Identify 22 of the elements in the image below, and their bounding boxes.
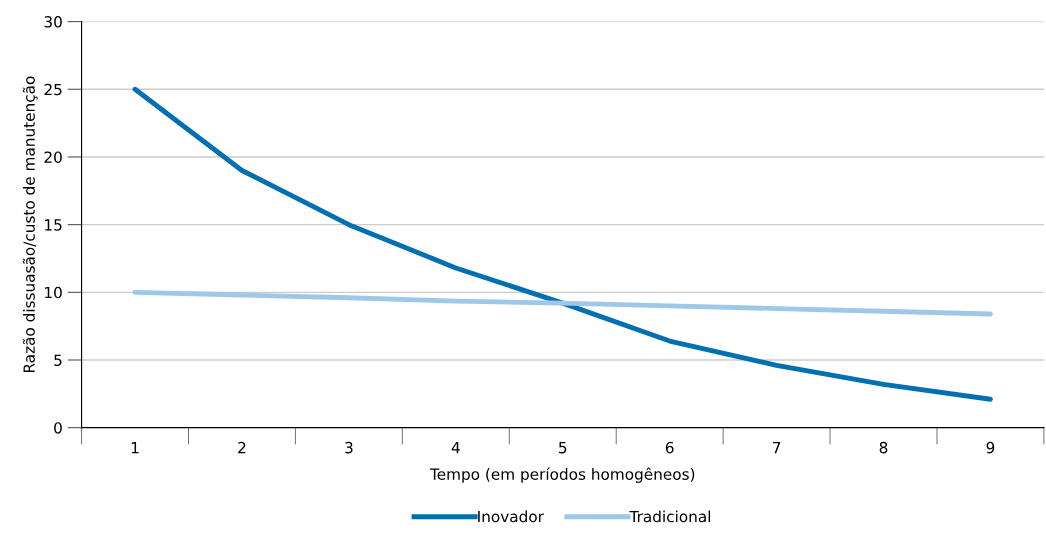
legend-label: Tradicional	[629, 510, 711, 523]
y-tick-label: 15	[45, 219, 62, 231]
y-tick-label: 20	[44, 151, 62, 163]
y-tick-label: 10	[45, 286, 62, 299]
line-series	[132, 86, 993, 402]
y-tick-label: 0	[54, 422, 62, 434]
x-tick-label: 5	[559, 442, 567, 454]
y-tick-label: 25	[44, 83, 62, 96]
x-tick-label: 3	[345, 441, 353, 454]
x-tick-label: 8	[879, 441, 888, 454]
line-series	[132, 289, 993, 317]
x-tick-label: 6	[665, 441, 674, 454]
y-tick-label: 30	[44, 16, 62, 28]
x-tick-label: 7	[772, 442, 781, 454]
x-tick-label: 2	[238, 441, 246, 454]
legend-label: Inovador	[478, 510, 544, 523]
x-tick-label: 9	[986, 441, 995, 454]
x-axis-title: Tempo (em períodos homogêneos)	[429, 467, 695, 483]
y-tick-label: 5	[54, 354, 62, 367]
y-axis-title: Razão dissuasão/custo de manutenção	[22, 76, 38, 373]
x-tick-label: 4	[451, 442, 460, 454]
x-tick-label: 1	[131, 442, 139, 454]
